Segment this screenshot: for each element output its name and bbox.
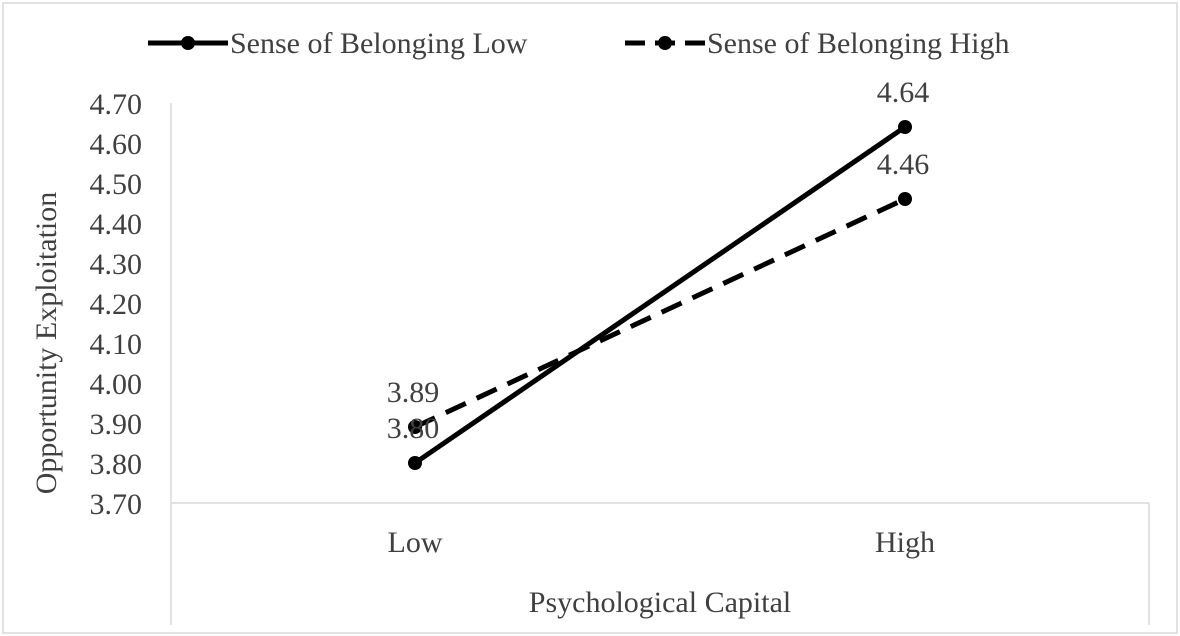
y-tick-label: 4.70 [90, 88, 143, 121]
y-tick-label: 3.70 [90, 488, 143, 521]
legend-swatch-marker-series-2 [658, 36, 672, 50]
data-label: 3.80 [387, 412, 440, 445]
series-1-point-2 [898, 120, 912, 134]
data-labels: 3.80 4.64 3.89 4.46 [387, 76, 930, 445]
x-axis-title: Psychological Capital [529, 586, 791, 619]
y-tick-label: 4.00 [90, 368, 143, 401]
y-axis-title: Opportunity Exploitation [30, 192, 63, 494]
y-tick-label: 4.60 [90, 128, 143, 161]
series-2-point-2 [898, 192, 912, 206]
series-layer [408, 120, 912, 470]
y-tick-label: 4.30 [90, 248, 143, 281]
data-label: 4.46 [877, 148, 930, 181]
data-label: 4.64 [877, 76, 930, 109]
series-2-point-1 [408, 420, 422, 434]
series-line-1 [413, 124, 907, 466]
x-tick-labels: Low High [388, 526, 936, 559]
y-tick-label: 4.50 [90, 168, 143, 201]
data-label: 3.89 [387, 376, 440, 409]
legend: Sense of Belonging Low Sense of Belongin… [148, 27, 1009, 60]
series-1-point-1 [408, 456, 422, 470]
y-tick-labels: 3.70 3.80 3.90 4.00 4.10 4.20 4.30 4.40 4.50 4.60… [90, 88, 143, 521]
legend-label-series-1: Sense of Belonging Low [230, 27, 528, 60]
y-tick-label: 4.40 [90, 208, 143, 241]
y-tick-label: 4.10 [90, 328, 143, 361]
legend-label-series-2: Sense of Belonging High [707, 27, 1009, 60]
x-tick-label: Low [388, 526, 443, 559]
x-tick-label: High [875, 526, 935, 559]
y-tick-label: 4.20 [90, 288, 143, 321]
y-tick-label: 3.90 [90, 408, 143, 441]
legend-swatch-marker-series-1 [181, 36, 195, 50]
y-tick-label: 3.80 [90, 448, 143, 481]
series-line-2 [413, 196, 907, 430]
